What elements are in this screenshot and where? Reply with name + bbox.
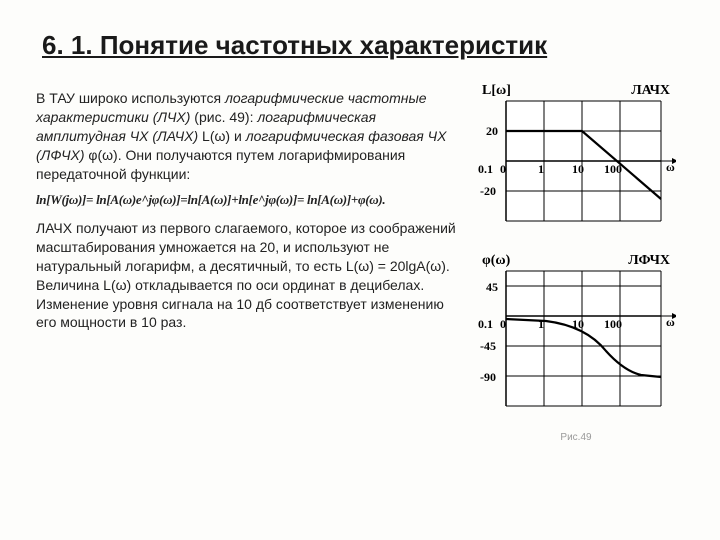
chart-lachx: L[ω] ЛАЧХ <box>476 83 676 243</box>
chart2-xtick-3: 10 <box>572 317 584 331</box>
chart2-ytick-neg45: -45 <box>480 339 496 353</box>
p1-c: (рис. 49): <box>190 109 257 125</box>
chart1-ytick-20: 20 <box>486 124 498 138</box>
chart1-xtick-0: 0.1 <box>478 162 493 176</box>
chart-lfchx: φ(ω) ЛФЧХ <box>476 253 676 428</box>
chart1-y-title: L[ω] <box>482 83 511 99</box>
chart2-ytick-45: 45 <box>486 280 498 294</box>
chart2-xtick-0: 0.1 <box>478 317 493 331</box>
chart1-x-label: ω <box>666 160 675 174</box>
text-column: В ТАУ широко используются логарифмически… <box>36 89 464 438</box>
chart2-y-title: φ(ω) <box>482 253 510 269</box>
chart1-xtick-3: 10 <box>572 162 584 176</box>
chart2-xtick-4: 100 <box>604 317 622 331</box>
chart1-svg: 20 -20 0.1 0 1 10 100 ω <box>476 83 676 243</box>
paragraph-1: В ТАУ широко используются логарифмически… <box>36 89 464 183</box>
p1-g: φ(ω). Они получаются путем логарифмирова… <box>36 147 405 182</box>
chart1-xtick-4: 100 <box>604 162 622 176</box>
paragraph-2: ЛАЧХ получают из первого слагаемого, кот… <box>36 219 464 332</box>
p1-e: L(ω) и <box>198 128 246 144</box>
formula: ln[W(jω)]= ln[A(ω)e^jφ(ω)]=ln[A(ω)]+ln[e… <box>36 191 464 209</box>
chart1-right-title: ЛАЧХ <box>631 83 670 99</box>
chart2-svg: 45 -45 -90 0.1 0 1 10 100 ω <box>476 253 676 428</box>
page-title: 6. 1. Понятие частотных характеристик <box>42 30 684 61</box>
chart2-xtick-2: 1 <box>538 317 544 331</box>
content-row: В ТАУ широко используются логарифмически… <box>36 89 684 438</box>
chart2-right-title: ЛФЧХ <box>628 253 670 269</box>
figure-caption: Рис.49 <box>476 432 676 443</box>
chart1-xtick-2: 1 <box>538 162 544 176</box>
chart2-xtick-1: 0 <box>500 317 506 331</box>
chart2-x-label: ω <box>666 315 675 329</box>
chart2-ytick-neg90: -90 <box>480 370 496 384</box>
chart-column: L[ω] ЛАЧХ <box>476 83 676 438</box>
chart1-ytick-neg20: -20 <box>480 184 496 198</box>
chart1-xtick-1: 0 <box>500 162 506 176</box>
p1-a: В ТАУ широко используются <box>36 90 225 106</box>
